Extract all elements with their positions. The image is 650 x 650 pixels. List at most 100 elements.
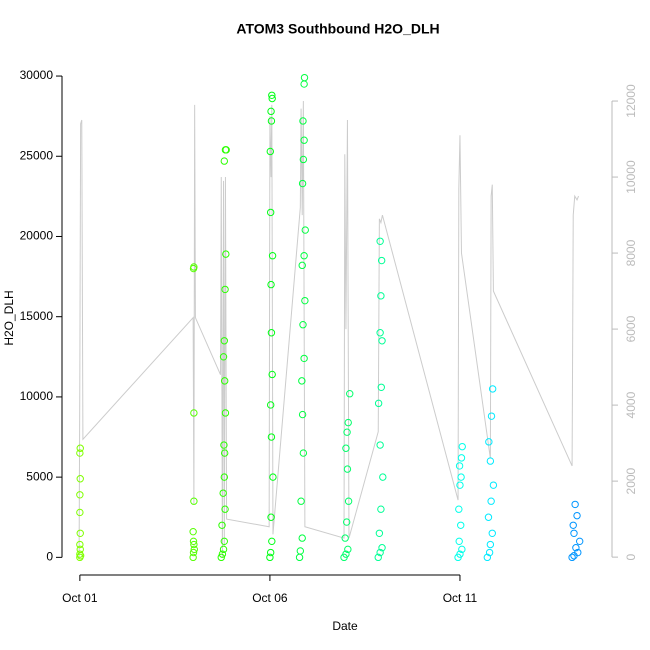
data-point <box>456 550 464 558</box>
data-point <box>376 441 384 449</box>
data-point <box>485 438 493 446</box>
data-point <box>76 444 84 452</box>
data-point <box>190 409 198 417</box>
data-point <box>299 117 307 125</box>
data-point <box>76 508 84 517</box>
data-point <box>346 390 354 398</box>
y2-tick-label: 2000 <box>624 467 638 494</box>
data-point <box>220 157 229 165</box>
data-point <box>455 505 463 513</box>
data-point <box>190 497 198 505</box>
y-tick-label: 15000 <box>20 309 54 323</box>
data-point <box>376 237 384 245</box>
data-point <box>487 497 495 505</box>
data-point <box>300 73 309 82</box>
data-point <box>220 337 229 345</box>
data-point <box>456 481 464 489</box>
data-point <box>220 537 229 546</box>
y2-tick-label: 4000 <box>624 391 638 418</box>
data-point <box>488 529 496 537</box>
data-point <box>344 418 352 427</box>
data-point <box>568 553 576 562</box>
data-point <box>457 473 465 481</box>
data-point <box>218 521 226 529</box>
data-point <box>76 529 84 537</box>
data-point <box>267 433 276 441</box>
data-point <box>300 252 308 260</box>
data-point <box>484 513 493 521</box>
data-point <box>458 545 466 554</box>
data-point <box>574 548 582 557</box>
data-point <box>487 412 496 420</box>
data-point <box>573 511 581 520</box>
data-point <box>375 529 384 537</box>
data-point <box>341 534 349 542</box>
data-point <box>269 473 277 481</box>
data-point <box>374 399 383 408</box>
data-point <box>458 442 466 451</box>
data-point <box>221 409 230 417</box>
altitude-line <box>78 101 580 558</box>
data-point <box>268 370 276 379</box>
data-point <box>377 256 386 265</box>
data-point <box>266 553 274 562</box>
data-point <box>299 155 308 164</box>
data-point <box>569 521 577 529</box>
y-axis-label: H2O_DLH <box>2 290 16 345</box>
data-point <box>376 329 384 337</box>
data-point <box>219 353 228 361</box>
data-point <box>570 529 578 537</box>
data-point <box>483 553 492 562</box>
data-point <box>190 263 198 271</box>
x-tick-label: Oct 11 <box>443 591 478 605</box>
data-point <box>374 553 382 562</box>
data-point <box>266 147 274 156</box>
y2-tick-label: 0 <box>624 553 638 560</box>
data-point <box>342 518 351 526</box>
data-point <box>300 80 308 88</box>
data-point <box>76 552 85 560</box>
data-point <box>266 548 275 557</box>
data-point <box>296 547 305 555</box>
data-point <box>377 383 385 391</box>
y-tick-label: 25000 <box>20 148 54 162</box>
data-point <box>268 91 276 99</box>
data-point <box>217 553 225 562</box>
data-point <box>299 449 308 457</box>
data-point <box>298 534 306 542</box>
data-point <box>575 537 584 546</box>
data-point <box>222 250 230 258</box>
data-point <box>343 428 351 436</box>
data-point <box>377 292 385 300</box>
data-point <box>220 449 229 457</box>
data-point <box>344 497 353 505</box>
data-point <box>268 537 276 546</box>
data-point <box>76 449 84 457</box>
data-point <box>486 540 495 549</box>
data-point <box>457 454 466 462</box>
data-point <box>76 475 84 483</box>
data-point <box>220 473 229 481</box>
data-point <box>298 179 307 188</box>
data-point <box>219 545 228 554</box>
data-point <box>344 545 352 554</box>
data-point <box>455 537 463 546</box>
data-point <box>376 548 384 557</box>
data-point <box>189 553 197 562</box>
data-point <box>298 261 306 270</box>
data-point <box>190 545 198 554</box>
data-point <box>267 117 276 125</box>
data-point <box>220 377 229 385</box>
data-point <box>488 385 497 393</box>
y-tick-label: 10000 <box>20 389 54 403</box>
data-point <box>266 401 275 409</box>
chart-title: ATOM3 Southbound H2O_DLH <box>236 21 439 37</box>
data-point <box>571 500 579 509</box>
data-point <box>301 296 309 305</box>
data-point <box>572 544 580 552</box>
data-point <box>342 550 350 558</box>
data-point <box>221 505 229 513</box>
data-point <box>457 521 465 529</box>
y2-tick-label: 6000 <box>624 315 638 342</box>
data-point <box>268 94 276 103</box>
